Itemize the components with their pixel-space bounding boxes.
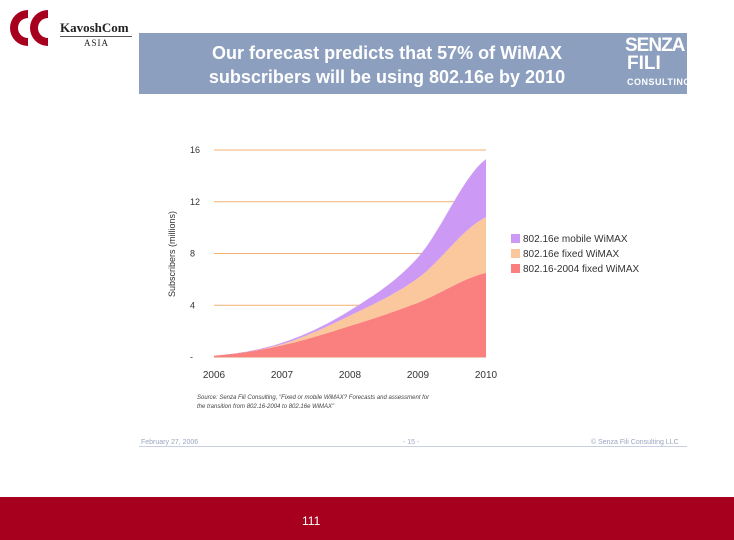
- logo-mark-icon: [10, 10, 48, 46]
- footer-divider: [139, 446, 687, 447]
- legend-label: 802.16-2004 fixed WiMAX: [523, 264, 640, 275]
- legend-label: 802.16e mobile WiMAX: [523, 234, 628, 245]
- y-tick-label: -: [190, 352, 193, 362]
- kavoshcom-logo: KavoshCom ASIA: [8, 6, 133, 54]
- area-series-3: [214, 159, 486, 356]
- headline-line-1: Our forecast predicts that 57% of WiMAX: [212, 43, 562, 63]
- legend-swatch: [511, 249, 520, 258]
- y-axis-title: Subscribers (millions): [167, 211, 177, 297]
- logo-divider: [60, 36, 132, 37]
- legend-swatch: [511, 234, 520, 243]
- footer-copyright: © Senza Fili Consulting LLC: [591, 439, 679, 446]
- source-note-line-2: the transition from 802.16-2004 to 802.1…: [197, 404, 335, 410]
- senza-fili-logo: SENZA FILI CONSULTING: [625, 35, 690, 94]
- footer-date: February 27, 2006: [141, 439, 199, 446]
- area-series-1: [214, 272, 486, 357]
- x-tick-label: 2006: [203, 370, 226, 381]
- subscriber-forecast-chart: - 4 8 12 16 2006 2007 2008 2009 2010 Subscribers…: [167, 145, 640, 410]
- slide-banner: Our forecast predicts that 57% of WiMAX …: [139, 33, 690, 94]
- x-tick-label: 2010: [475, 370, 498, 381]
- y-tick-label: 8: [190, 249, 195, 259]
- y-tick-label: 12: [190, 197, 200, 207]
- embedded-slide: Our forecast predicts that 57% of WiMAX …: [139, 33, 690, 451]
- bottom-bar: [0, 497, 734, 540]
- x-tick-label: 2008: [339, 370, 362, 381]
- footer-page: - 15 -: [403, 439, 420, 446]
- y-tick-label: 4: [190, 300, 195, 310]
- logo-subtitle: ASIA: [84, 38, 110, 48]
- source-note-line-1: Source: Senza Fili Consulting, "Fixed or…: [197, 395, 430, 401]
- legend-swatch: [511, 264, 520, 273]
- slide-headline: Our forecast predicts that 57% of WiMAX …: [197, 41, 577, 89]
- legend-label: 802.16e fixed WiMAX: [523, 249, 619, 260]
- area-series-2: [214, 217, 486, 356]
- x-tick-label: 2009: [407, 370, 430, 381]
- brand-line-3: CONSULTING: [627, 77, 691, 87]
- brand-line-1: SENZA: [625, 35, 685, 56]
- x-tick-label: 2007: [271, 370, 294, 381]
- page-number: 111: [302, 514, 321, 528]
- y-tick-label: 16: [190, 145, 200, 155]
- brand-line-2: FILI: [627, 53, 661, 74]
- headline-line-2: subscribers will be using 802.16e by 201…: [208, 67, 566, 87]
- logo-name: KavoshCom: [60, 20, 129, 35]
